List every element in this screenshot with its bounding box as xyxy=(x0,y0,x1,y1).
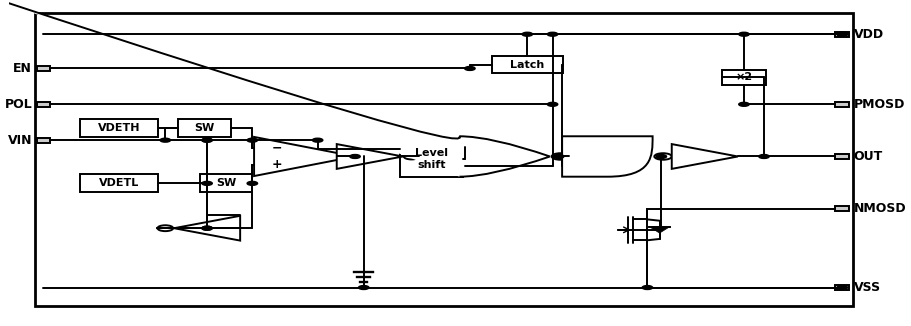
Circle shape xyxy=(247,138,258,142)
Polygon shape xyxy=(174,216,241,241)
Bar xyxy=(80,174,159,192)
Circle shape xyxy=(759,155,769,158)
Text: VDETL: VDETL xyxy=(99,178,139,188)
Text: Level
shift: Level shift xyxy=(415,148,448,170)
Polygon shape xyxy=(254,137,355,176)
Circle shape xyxy=(837,286,847,289)
Polygon shape xyxy=(337,144,403,169)
Text: VSS: VSS xyxy=(854,281,881,294)
Bar xyxy=(835,32,849,37)
Circle shape xyxy=(837,32,847,36)
Text: NMOSD: NMOSD xyxy=(854,202,906,215)
Bar xyxy=(835,102,849,107)
Text: −: − xyxy=(271,142,282,155)
Circle shape xyxy=(548,102,558,106)
Text: OUT: OUT xyxy=(854,150,883,163)
Bar xyxy=(835,285,849,290)
Circle shape xyxy=(312,138,322,142)
Circle shape xyxy=(739,32,749,36)
Polygon shape xyxy=(650,227,670,233)
Text: SW: SW xyxy=(194,123,215,133)
Bar xyxy=(36,138,50,143)
Bar xyxy=(835,206,849,211)
Bar xyxy=(179,119,230,137)
Bar xyxy=(200,174,252,192)
Circle shape xyxy=(548,32,558,36)
Circle shape xyxy=(202,138,212,142)
Text: EN: EN xyxy=(14,62,32,75)
Bar xyxy=(36,102,50,107)
Text: Latch: Latch xyxy=(510,60,545,70)
Text: VIN: VIN xyxy=(7,134,32,147)
Bar xyxy=(80,119,159,137)
Text: ×2: ×2 xyxy=(735,72,752,82)
Circle shape xyxy=(552,153,569,160)
Circle shape xyxy=(202,138,212,142)
Circle shape xyxy=(160,138,170,142)
Bar xyxy=(400,141,463,177)
Bar xyxy=(835,154,849,159)
Text: POL: POL xyxy=(5,98,32,111)
PathPatch shape xyxy=(459,136,550,177)
Circle shape xyxy=(350,155,360,158)
Circle shape xyxy=(553,155,564,158)
Circle shape xyxy=(837,32,847,36)
Circle shape xyxy=(739,102,749,106)
Circle shape xyxy=(465,67,476,70)
Text: SW: SW xyxy=(216,178,236,188)
Circle shape xyxy=(247,181,258,185)
Circle shape xyxy=(656,155,667,158)
Text: PMOSD: PMOSD xyxy=(854,98,905,111)
Circle shape xyxy=(202,226,212,230)
PathPatch shape xyxy=(562,136,652,177)
Circle shape xyxy=(359,286,369,289)
Bar xyxy=(36,66,50,71)
Circle shape xyxy=(642,286,652,289)
Bar xyxy=(722,70,766,85)
Circle shape xyxy=(654,153,671,160)
Text: +: + xyxy=(271,158,282,171)
Circle shape xyxy=(158,225,173,231)
Circle shape xyxy=(202,226,212,230)
Circle shape xyxy=(522,32,533,36)
Circle shape xyxy=(404,154,419,159)
Circle shape xyxy=(202,181,212,185)
Bar xyxy=(492,56,563,73)
Polygon shape xyxy=(671,144,738,169)
Text: VDD: VDD xyxy=(854,28,884,41)
Text: VDETH: VDETH xyxy=(98,123,140,133)
